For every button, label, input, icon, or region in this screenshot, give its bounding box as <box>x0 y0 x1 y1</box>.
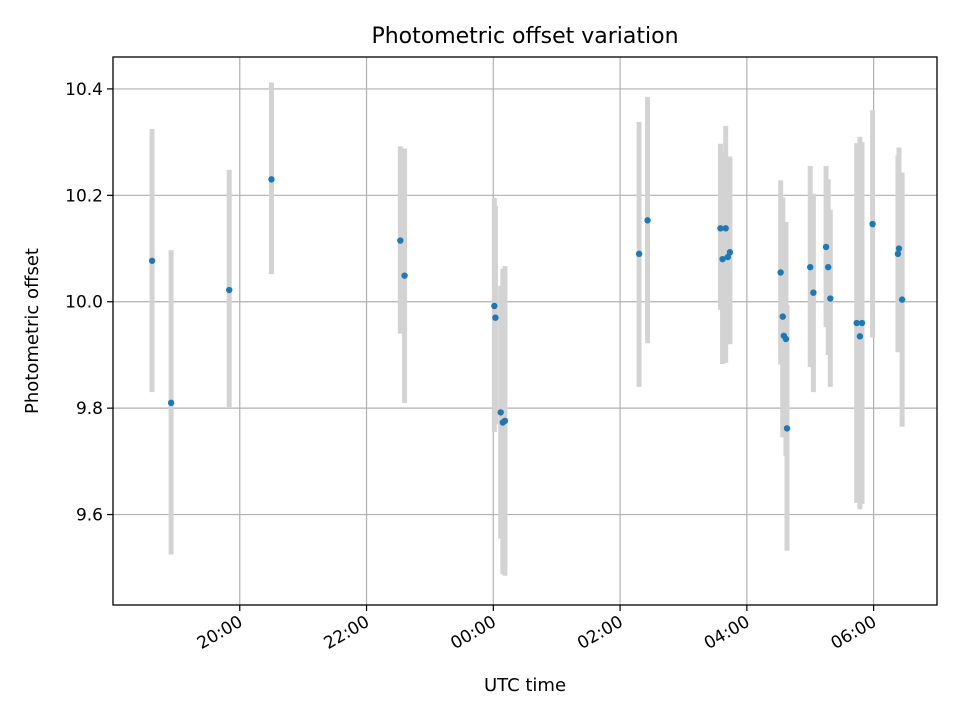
data-point <box>226 286 233 294</box>
data-points <box>148 176 906 432</box>
data-point <box>858 319 866 327</box>
data-point <box>783 425 791 432</box>
data-point <box>717 225 724 232</box>
x-axis-label: UTC time <box>484 675 566 696</box>
y-tick-label: 10.0 <box>65 293 103 313</box>
y-axis-label: Photometric offset <box>22 248 43 414</box>
data-point <box>827 295 834 302</box>
y-tick-label: 10.2 <box>65 186 103 206</box>
data-point <box>491 302 498 310</box>
data-point <box>397 237 404 244</box>
data-point <box>856 333 864 340</box>
y-tick-label: 9.6 <box>76 506 103 526</box>
data-point <box>644 217 651 224</box>
data-point <box>807 263 814 271</box>
data-point <box>810 289 817 296</box>
data-point <box>501 417 509 425</box>
data-point <box>853 319 860 327</box>
data-point <box>268 176 275 183</box>
data-point <box>167 399 175 407</box>
data-point <box>726 249 734 256</box>
y-tick-label: 9.8 <box>76 399 103 419</box>
data-point <box>724 253 732 261</box>
data-point <box>779 313 786 320</box>
data-point <box>777 269 784 276</box>
data-point <box>894 250 902 258</box>
y-tick-label: 10.4 <box>65 80 103 100</box>
data-point <box>869 220 876 228</box>
data-point <box>722 225 729 232</box>
data-point <box>492 314 499 321</box>
data-point <box>148 257 156 264</box>
data-point <box>824 263 832 271</box>
data-point <box>497 409 504 416</box>
data-point <box>898 296 906 303</box>
chart-title: Photometric offset variation <box>371 24 678 49</box>
data-point <box>635 250 643 258</box>
y-axis-ticks: 9.6 9.8 10.0 10.2 10.4 <box>65 80 113 526</box>
data-point <box>719 255 726 263</box>
data-point <box>782 335 790 343</box>
data-point <box>822 243 830 251</box>
data-point <box>401 272 408 279</box>
plot-frame <box>112 56 938 606</box>
data-point <box>895 245 903 252</box>
